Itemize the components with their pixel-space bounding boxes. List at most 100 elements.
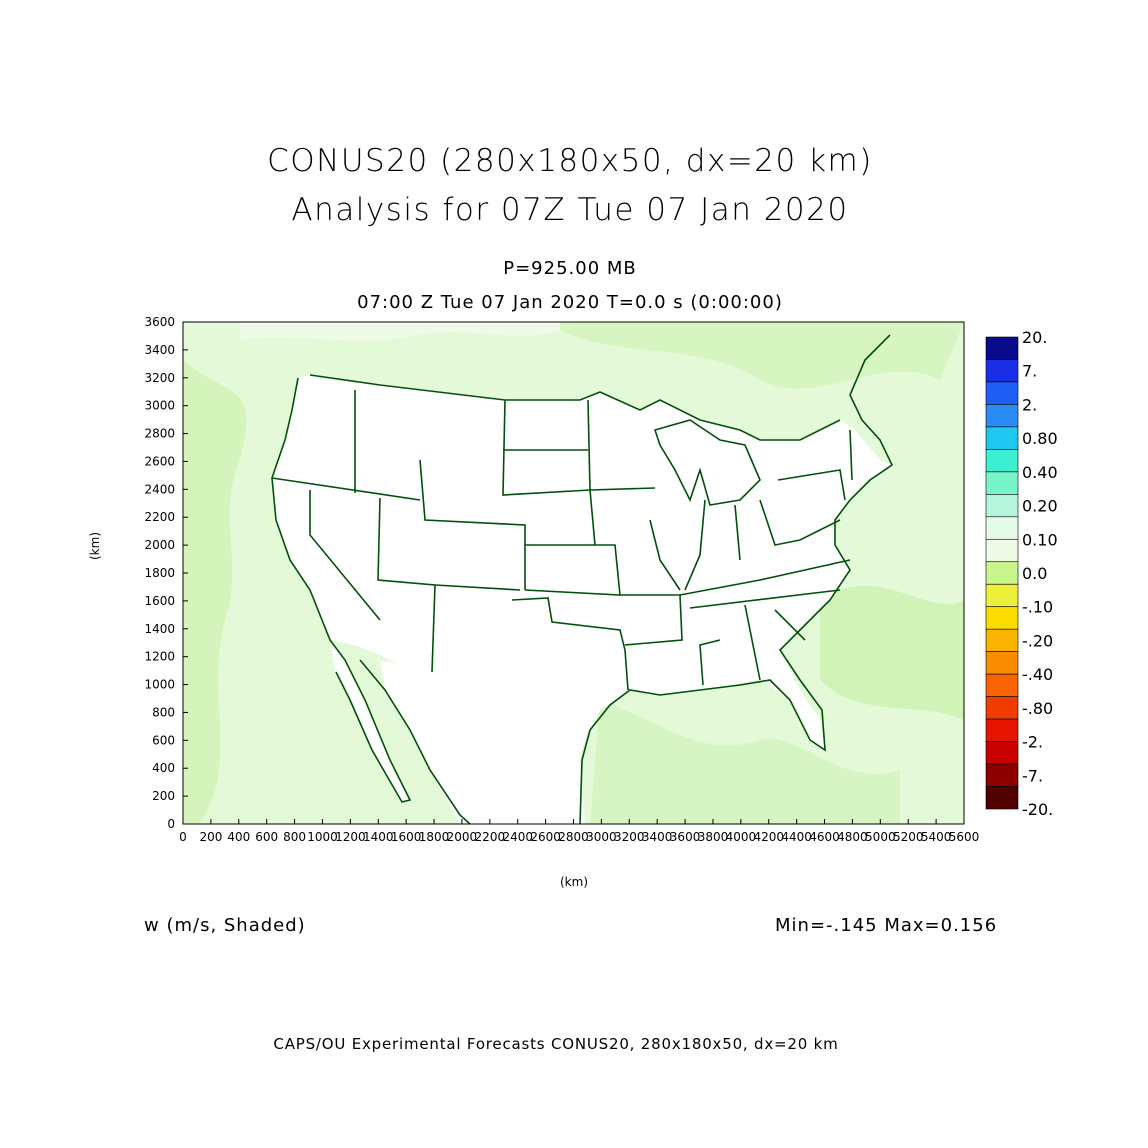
chart-title: CONUS20 (280x180x50, dx=20 km) [267,143,873,179]
x-tick-label: 3200 [614,830,645,844]
variable-label: w (m/s, Shaded) [144,915,306,936]
x-tick-label: 400 [227,830,250,844]
colorbar-label: 0.20 [1022,497,1058,516]
min-max-label: Min=-.145 Max=0.156 [775,915,998,936]
colorbar-swatch [985,404,1019,428]
colorbar-label: -.40 [1022,665,1053,684]
colorbar-label: -.80 [1022,699,1053,718]
state-lines-central [511,399,683,691]
colorbar-swatch [985,606,1019,630]
x-tick-label: 5000 [865,830,896,844]
colorbar-swatch [985,718,1019,742]
y-tick-label: 400 [152,761,175,775]
x-tick-label: 4000 [726,830,757,844]
colorbar-label: 0.40 [1022,463,1058,482]
x-tick-label: 3600 [670,830,701,844]
colorbar-swatch [985,336,1019,360]
colorbar-label: -7. [1022,766,1043,785]
colorbar-swatch [985,494,1019,518]
colorbar-label: 7. [1022,362,1037,381]
y-tick-label: 0 [167,817,175,831]
colorbar-label: -2. [1022,733,1043,752]
x-tick-label: 0 [179,830,187,844]
colorbar-swatch [985,426,1019,450]
colorbar-swatch [985,538,1019,563]
field-patch [240,322,560,341]
field-patch [820,585,964,720]
state-lines-west [271,390,591,673]
y-tick-label: 1200 [144,650,175,664]
x-tick-label: 4400 [781,830,812,844]
coastline-gulf [579,334,894,824]
y-tick-label: 1800 [144,566,175,580]
chart-subtitle: Analysis for 07Z Tue 07 Jan 2020 [291,192,849,228]
y-tick-label: 3200 [144,371,175,385]
canada-border [309,374,841,441]
y-tick-label: 2800 [144,427,175,441]
colorbar-swatch [985,628,1019,652]
x-tick-label: 5600 [949,830,980,844]
colorbar-label: 0.0 [1022,564,1047,583]
y-tick-label: 2200 [144,510,175,524]
x-tick-label: 3800 [698,830,729,844]
x-tick-label: 2400 [502,830,533,844]
y-tick-label: 800 [152,705,175,719]
y-tick-label: 1000 [144,678,175,692]
colorbar-swatch [985,741,1019,765]
x-tick-label: 200 [199,830,222,844]
coastline-west [271,377,412,803]
x-tick-label: 1600 [391,830,422,844]
colorbar-swatch [985,651,1019,675]
boundaries [271,334,894,824]
x-tick-label: 2000 [447,830,478,844]
y-tick-label: 3600 [144,315,175,329]
colorbar-label: 20. [1022,328,1047,347]
colorbar-swatch [985,471,1019,495]
state-lines-east [679,429,853,686]
x-tick-label: 600 [255,830,278,844]
colorbar-swatch [985,561,1019,585]
x-tick-label: 3000 [586,830,617,844]
x-tick-label: 1000 [307,830,338,844]
colorbar-swatch [985,359,1019,383]
y-tick-label: 2600 [144,454,175,468]
y-tick-label: 3000 [144,399,175,413]
colorbar-swatch [985,696,1019,720]
great-lakes [653,419,761,506]
y-tick-label: 2000 [144,538,175,552]
y-axis-ticks: 0 200 400 600 800 1000 1200 1400 1600 1800 2000 220… [144,315,188,831]
x-tick-label: 1800 [419,830,450,844]
footer-label: CAPS/OU Experimental Forecasts CONUS20, … [273,1035,839,1053]
y-tick-label: 3400 [144,343,175,357]
x-tick-label: 4800 [837,830,868,844]
y-tick-label: 2400 [144,482,175,496]
x-tick-label: 5400 [921,830,952,844]
field-patch [560,322,964,389]
conus-land [272,375,892,760]
colorbar-swatch [985,673,1019,697]
colorbar-label: 2. [1022,395,1037,414]
mexico-land [380,660,585,824]
valid-time-label: 07:00 Z Tue 07 Jan 2020 T=0.0 s (0:00:00… [357,292,783,313]
x-tick-label: 800 [283,830,306,844]
x-tick-label: 1200 [335,830,366,844]
colorbar-label: 0.80 [1022,429,1058,448]
y-tick-label: 1400 [144,622,175,636]
y-tick-label: 600 [152,733,175,747]
x-tick-label: 2200 [475,830,506,844]
x-tick-label: 1400 [363,830,394,844]
x-axis-ticks: 0 200 400 600 800 100012001400160018002000220… [179,819,979,844]
y-tick-label: 200 [152,789,175,803]
x-tick-label: 5200 [893,830,924,844]
colorbar-label: 0.10 [1022,530,1058,549]
colorbar-label: -.10 [1022,598,1053,617]
colorbar-swatch [985,786,1019,810]
colorbar-label: -.20 [1022,631,1053,650]
x-tick-label: 2800 [558,830,589,844]
colorbar-swatch [985,449,1019,473]
field-patches [183,322,964,824]
coastline-mexico [359,659,471,824]
x-axis-label: (km) [560,875,589,889]
colorbar-swatch [985,763,1019,787]
